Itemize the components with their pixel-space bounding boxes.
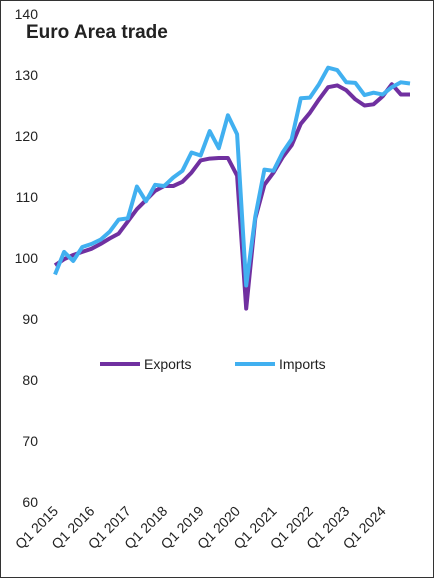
y-tick-label: 120 xyxy=(15,128,39,144)
y-tick-label: 80 xyxy=(22,372,38,388)
y-tick-label: 100 xyxy=(15,250,39,266)
y-tick-label: 130 xyxy=(15,67,39,83)
line-series xyxy=(53,65,411,288)
chart-title: Euro Area trade xyxy=(26,22,168,43)
y-tick-label: 90 xyxy=(22,311,38,327)
y-tick-label: 60 xyxy=(22,494,38,510)
legend-label: Imports xyxy=(279,356,326,372)
y-tick-label: 110 xyxy=(16,189,39,205)
y-tick-label: 70 xyxy=(22,433,38,449)
y-tick-label: 140 xyxy=(15,6,39,22)
line-series xyxy=(53,82,410,311)
legend-label: Exports xyxy=(144,356,191,372)
